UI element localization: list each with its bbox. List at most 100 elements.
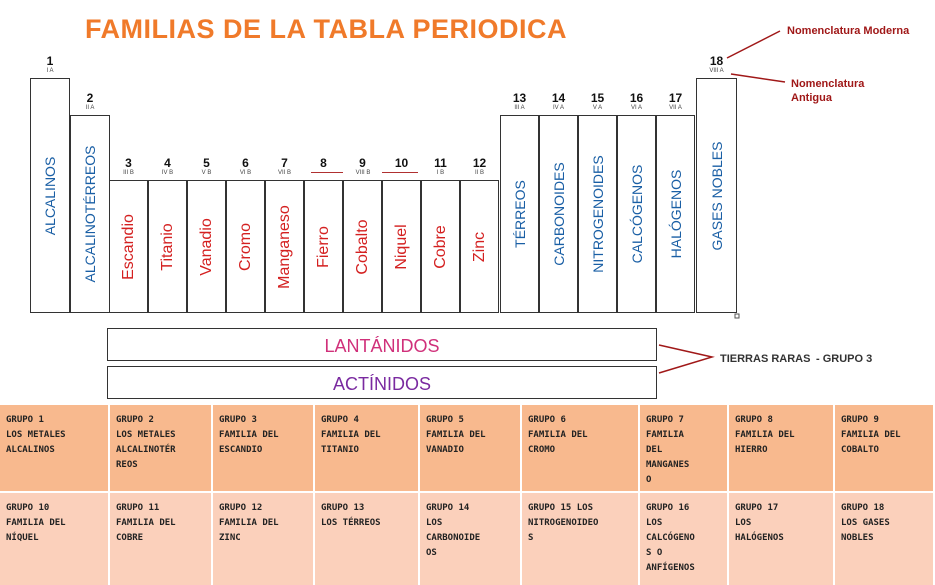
cell-text-line: LOS: [426, 518, 443, 528]
group-name-cell: GRUPO 15 LOS NITROGENOIDEO S: [522, 493, 640, 585]
group-name-cell: GRUPO 4 FAMILIA DEL TITANIO: [315, 405, 420, 491]
group-name-cell: GRUPO 1 LOS METALES ALCALINOS: [0, 405, 110, 491]
group-column-2: ALCALINOTÉRREOS: [70, 115, 110, 313]
group-number: 1: [46, 54, 54, 68]
lanthanides-row: LANTÁNIDOS: [107, 328, 657, 361]
group-name-cell: GRUPO 7 FAMILIA DEL MANGANES O: [640, 405, 729, 491]
cell-text-line: COBRE: [116, 533, 144, 543]
cell-text-line: FAMILIA DEL: [528, 430, 588, 440]
group-name-cell: GRUPO 16 LOS CALCÓGENO S O ANFÍGENOS: [640, 493, 729, 585]
actinides-row: ACTÍNIDOS: [107, 366, 657, 399]
annotation-modern: Nomenclatura Moderna: [787, 25, 910, 37]
group-number: 7: [281, 156, 288, 170]
group-number: 3: [125, 156, 132, 170]
page-title: FAMILIAS DE LA TABLA PERIODICA: [85, 14, 567, 44]
cell-text-line: FAMILIA DEL: [841, 430, 901, 440]
group-column-8: Fierro: [304, 180, 343, 313]
annotation-rare-earths: TIERRAS RARAS: [720, 353, 811, 365]
group-column-15: NITROGENOIDES: [578, 115, 617, 313]
group-column-4: Titanio: [148, 180, 187, 313]
cell-text-line: HIERRO: [735, 445, 768, 455]
cell-text-line: ESCANDIO: [219, 445, 263, 455]
group-name-cell: GRUPO 2 LOS METALES ALCALINOTÉR REOS: [110, 405, 213, 491]
group-family-label: GASES NOBLES: [708, 141, 725, 250]
group-number: 17: [668, 91, 683, 105]
group-family-label: NITROGENOIDES: [589, 155, 606, 273]
group-old-name: V A: [592, 105, 603, 111]
cell-text-line: GRUPO 14: [426, 503, 470, 513]
group-family-label: ALCALINOTÉRREOS: [82, 145, 98, 283]
cell-text-line: OS: [426, 548, 437, 558]
cell-text-line: ALCALINOS: [6, 445, 55, 455]
cell-text-line: LOS GASES: [841, 518, 890, 528]
cell-text-line: GRUPO 6: [528, 415, 566, 425]
cell-text-line: LOS: [646, 518, 663, 528]
cell-text-line: GRUPO 17: [735, 503, 779, 513]
annotation-old-line2: Antigua: [791, 92, 832, 104]
group-column-13: TÉRREOS: [500, 115, 539, 313]
cell-text-line: FAMILIA: [646, 430, 684, 440]
cell-text-line: DEL: [646, 445, 663, 455]
cell-text-line: LOS: [735, 518, 752, 528]
cell-text-line: FAMILIA DEL: [116, 518, 176, 528]
group-column-14: CARBONOIDES: [539, 115, 578, 313]
group-number: 2: [86, 91, 94, 105]
cell-text-line: ANFÍGENOS: [646, 563, 695, 573]
group-old-name: VI B: [239, 170, 252, 176]
group-column-18: GASES NOBLES: [696, 78, 737, 313]
group-name-cell: GRUPO 11 FAMILIA DEL COBRE: [110, 493, 213, 585]
group-number: 13: [512, 91, 527, 105]
cell-text-line: O: [646, 475, 652, 485]
group-name-cell: GRUPO 12 FAMILIA DEL ZINC: [213, 493, 315, 585]
group-name-cell: GRUPO 13 LOS TÉRREOS: [315, 493, 420, 585]
annotation-rare-group: - GRUPO 3: [816, 353, 873, 365]
group-family-label: TÉRREOS: [511, 180, 528, 248]
cell-text-line: NÍQUEL: [6, 533, 39, 543]
group-old-name: II A: [85, 105, 95, 111]
group-names-table: GRUPO 1 LOS METALES ALCALINOS GRUPO 2 LOS ME…: [0, 405, 935, 585]
group-old-name: VI A: [630, 105, 643, 111]
group-name-cell: GRUPO 6 FAMILIA DEL CROMO: [522, 405, 640, 491]
cell-text-line: CALCÓGENO: [646, 533, 695, 543]
cell-text-line: S: [528, 533, 534, 543]
cell-text-line: GRUPO 8: [735, 415, 773, 425]
group-family-label: CARBONOIDES: [550, 162, 567, 266]
cell-text-line: CARBONOIDE: [426, 533, 481, 543]
group-old-name: IV A: [552, 105, 565, 111]
cell-text-line: LOS METALES: [6, 430, 66, 440]
group-column-12: Zinc: [460, 180, 499, 313]
group-column-6: Cromo: [226, 180, 265, 313]
cell-text-line: GRUPO 15 LOS: [528, 503, 594, 513]
cell-text-line: GRUPO 1: [6, 415, 44, 425]
cell-text-line: FAMILIA DEL: [735, 430, 795, 440]
group-name-cell: GRUPO 9 FAMILIA DEL COBALTO: [835, 405, 935, 491]
cell-text-line: FAMILIA DEL: [426, 430, 486, 440]
cell-text-line: MANGANES: [646, 460, 690, 470]
cell-text-line: ALCALINOTÉR: [116, 445, 176, 455]
group-number: 9: [359, 156, 366, 170]
group-name-cell: GRUPO 14 LOS CARBONOIDE OS: [420, 493, 522, 585]
group-column-9: Cobalto: [343, 180, 382, 313]
viiib-bracket-left: [311, 172, 343, 173]
group-family-label: Manganeso: [275, 204, 293, 289]
viiib-bracket-right: [382, 172, 418, 173]
cell-text-line: LOS TÉRREOS: [321, 518, 381, 528]
group-old-name: III B: [123, 170, 134, 176]
group-old-name: VII A: [669, 105, 682, 111]
group-name-cell: GRUPO 5 FAMILIA DEL VANADIO: [420, 405, 522, 491]
cell-text-line: GRUPO 2: [116, 415, 154, 425]
group-column-7: Manganeso: [265, 180, 304, 313]
group-family-label: Titanio: [158, 222, 176, 271]
group-family-label: CALCÓGENOS: [628, 164, 645, 264]
group-old-name: I A: [46, 68, 54, 74]
group-column-17: HALÓGENOS: [656, 115, 695, 313]
cell-text-line: GRUPO 10: [6, 503, 50, 513]
group-old-name: III A: [514, 105, 525, 111]
group-number: 18: [709, 54, 724, 68]
cell-text-line: LOS METALES: [116, 430, 176, 440]
group-name-cell: GRUPO 17 LOS HALÓGENOS: [729, 493, 835, 585]
cell-text-line: GRUPO 16: [646, 503, 690, 513]
cell-text-line: GRUPO 11: [116, 503, 160, 513]
group-name-cell: GRUPO 10 FAMILIA DEL NÍQUEL: [0, 493, 110, 585]
cell-text-line: TITANIO: [321, 445, 359, 455]
